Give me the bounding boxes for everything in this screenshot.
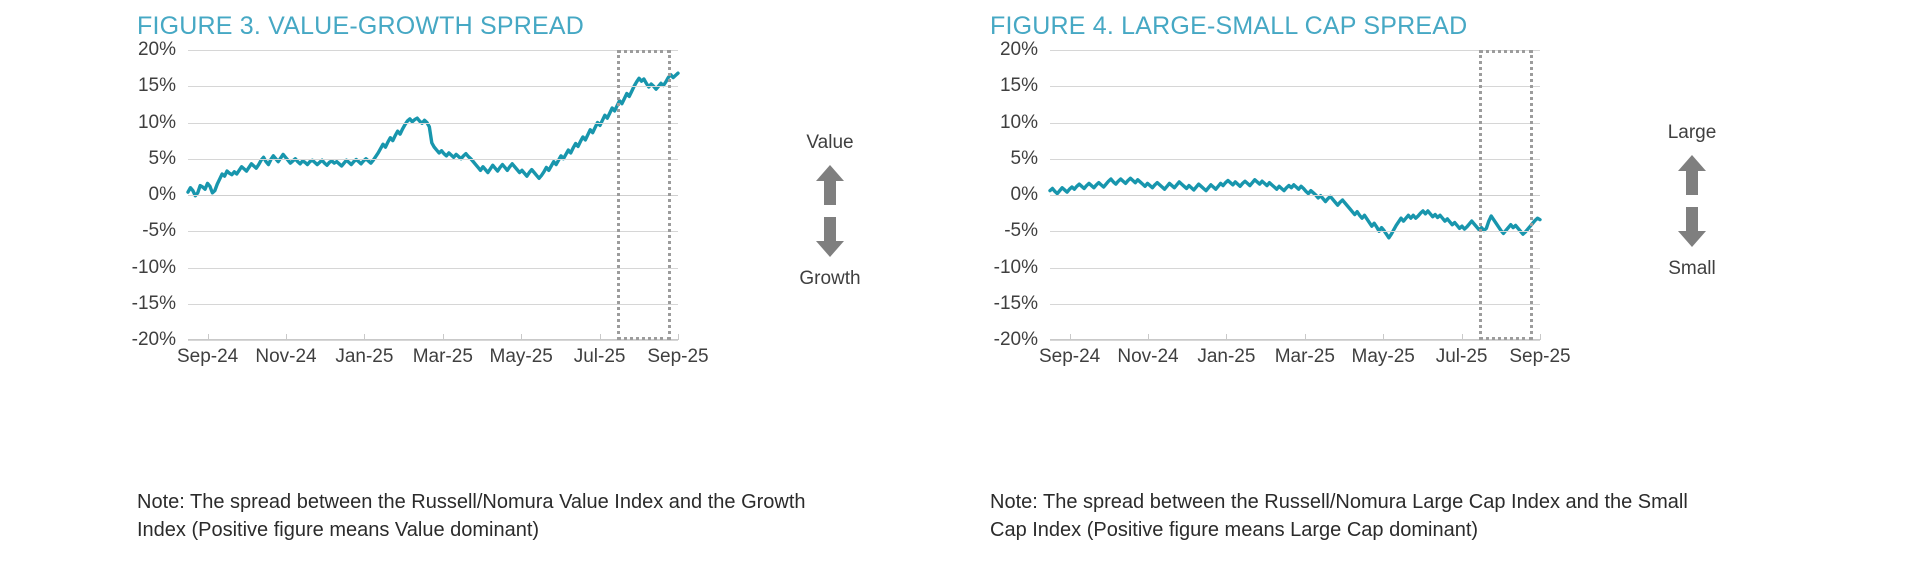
y-tick-label: 0%: [148, 184, 176, 205]
gridline: [1050, 50, 1540, 51]
x-tick-label: Mar-25: [412, 346, 473, 367]
y-tick-label: -20%: [131, 329, 176, 350]
gridline: [188, 50, 678, 51]
x-tick-mark: [286, 334, 287, 340]
figure-3-annotation-bottom-label: Growth: [799, 268, 861, 289]
highlight-region: [1478, 50, 1533, 340]
figure-4-note: Note: The spread between the Russell/Nom…: [990, 491, 1688, 541]
gridline: [188, 267, 678, 269]
x-tick-label: Mar-25: [1274, 346, 1335, 367]
figure-3-plot-area: [186, 50, 680, 341]
figure-4-annotation: Large Small: [1632, 120, 1752, 282]
x-axis-line: [188, 339, 678, 340]
figure-4-panel: FIGURE 4. LARGE-SMALL CAP SPREAD 20% 15% 1…: [960, 0, 1920, 564]
x-tick-mark: [1148, 334, 1149, 340]
figure-4-annotation-top-label: Large: [1667, 122, 1717, 143]
highlight-region: [616, 50, 671, 340]
y-tick-label: -10%: [993, 256, 1038, 278]
x-tick-mark: [599, 334, 601, 340]
x-tick-mark: [678, 334, 679, 340]
y-tick-label: -15%: [993, 292, 1038, 314]
x-tick-label: Jan-25: [1197, 346, 1256, 367]
x-tick-label: Nov-24: [255, 346, 317, 367]
y-tick-label: 10%: [137, 111, 176, 133]
arrow-up-icon: [1632, 154, 1752, 196]
x-axis-line: [1050, 339, 1540, 340]
x-tick-mark: [1461, 334, 1463, 340]
x-tick-label: Nov-24: [1117, 346, 1179, 367]
figure-4-chart: 20% 15% 10% 5% 0% -5% -10% -15% -20% Sep-24 Nov-2…: [982, 39, 1571, 395]
y-tick-label: 20%: [999, 39, 1038, 60]
series-path: [186, 71, 680, 198]
gridline: [188, 122, 678, 124]
figure-3-chart: 20% 15% 10% 5% 0% -5% -10% -15% -20% Sep-24 Nov-2…: [120, 39, 709, 395]
y-tick-label: 5%: [148, 147, 176, 169]
figure-3-note: Note: The spread between the Russell/Nom…: [137, 491, 806, 541]
y-tick-label: 10%: [999, 111, 1038, 133]
figure-3-panel: FIGURE 3. VALUE-GROWTH SPREAD 20% 15% 10% 5…: [120, 12, 890, 541]
gridline: [1050, 340, 1540, 341]
arrow-down-icon: [1632, 206, 1752, 248]
y-tick-label: -10%: [131, 256, 176, 278]
x-tick-mark: [1226, 334, 1228, 340]
x-tick-mark: [1383, 334, 1385, 340]
figure-4-y-axis-labels: 20% 15% 10% 5% 0% -5% -10% -15% -20%: [982, 39, 1044, 350]
gridline: [1050, 303, 1540, 305]
figure-3-annotation: Value Growth: [770, 130, 890, 292]
gridline: [1050, 195, 1540, 196]
y-tick-label: -20%: [993, 329, 1038, 350]
arrow-down-icon: [770, 216, 890, 258]
figure-4-series-line: [1048, 176, 1542, 240]
y-tick-label: 0%: [1010, 184, 1038, 205]
series-path: [1048, 176, 1542, 240]
figure-4-x-axis-labels: Sep-24 Nov-24 Jan-25 Mar-25 May-25 Jul-25 Sep-…: [1039, 346, 1571, 376]
gridline: [1050, 122, 1540, 124]
x-tick-mark: [442, 334, 444, 340]
figure-3-title: FIGURE 3. VALUE-GROWTH SPREAD: [137, 12, 585, 40]
gridline: [188, 231, 678, 233]
x-tick-label: Sep-24: [1038, 346, 1101, 367]
x-tick-mark: [207, 334, 209, 340]
x-tick-mark: [1304, 334, 1306, 340]
gridline: [1050, 158, 1540, 160]
x-tick-label: Jul-25: [1435, 346, 1488, 367]
y-tick-label: -5%: [142, 220, 176, 242]
x-tick-mark: [364, 334, 366, 340]
figure-3-series-line: [186, 71, 680, 198]
x-tick-label: Sep-25: [647, 346, 709, 367]
gridline: [188, 340, 678, 341]
x-tick-label: May-25: [489, 346, 553, 367]
x-tick-label: Jan-25: [335, 346, 394, 367]
y-tick-label: -15%: [131, 292, 176, 314]
x-tick-mark: [1069, 334, 1071, 340]
y-tick-label: 20%: [137, 39, 176, 60]
x-tick-label: Sep-24: [176, 346, 239, 367]
x-tick-label: Sep-25: [1509, 346, 1571, 367]
gridline: [1050, 267, 1540, 269]
y-tick-label: 15%: [999, 75, 1038, 97]
arrow-up-icon: [770, 164, 890, 206]
figure-4-title: FIGURE 4. LARGE-SMALL CAP SPREAD: [990, 12, 1468, 40]
gridline: [188, 158, 678, 160]
x-tick-label: May-25: [1351, 346, 1415, 367]
y-tick-label: 5%: [1010, 147, 1038, 169]
gridline: [188, 86, 678, 88]
figure-4-annotation-bottom-label: Small: [1668, 258, 1716, 279]
figure-3-annotation-top-label: Value: [806, 132, 854, 153]
gridline: [188, 195, 678, 196]
figure-4-plot-area: [1048, 50, 1542, 341]
gridline: [1050, 86, 1540, 88]
figure-3-x-axis-labels: Sep-24 Nov-24 Jan-25 Mar-25 May-25 Jul-25 Sep-…: [177, 346, 709, 376]
y-tick-label: 15%: [137, 75, 176, 97]
gridline: [1050, 231, 1540, 233]
figure-3-y-axis-labels: 20% 15% 10% 5% 0% -5% -10% -15% -20%: [120, 39, 182, 350]
x-tick-mark: [521, 334, 523, 340]
y-tick-label: -5%: [1004, 220, 1038, 242]
x-tick-mark: [1540, 334, 1541, 340]
gridline: [188, 303, 678, 305]
x-tick-label: Jul-25: [573, 346, 626, 367]
